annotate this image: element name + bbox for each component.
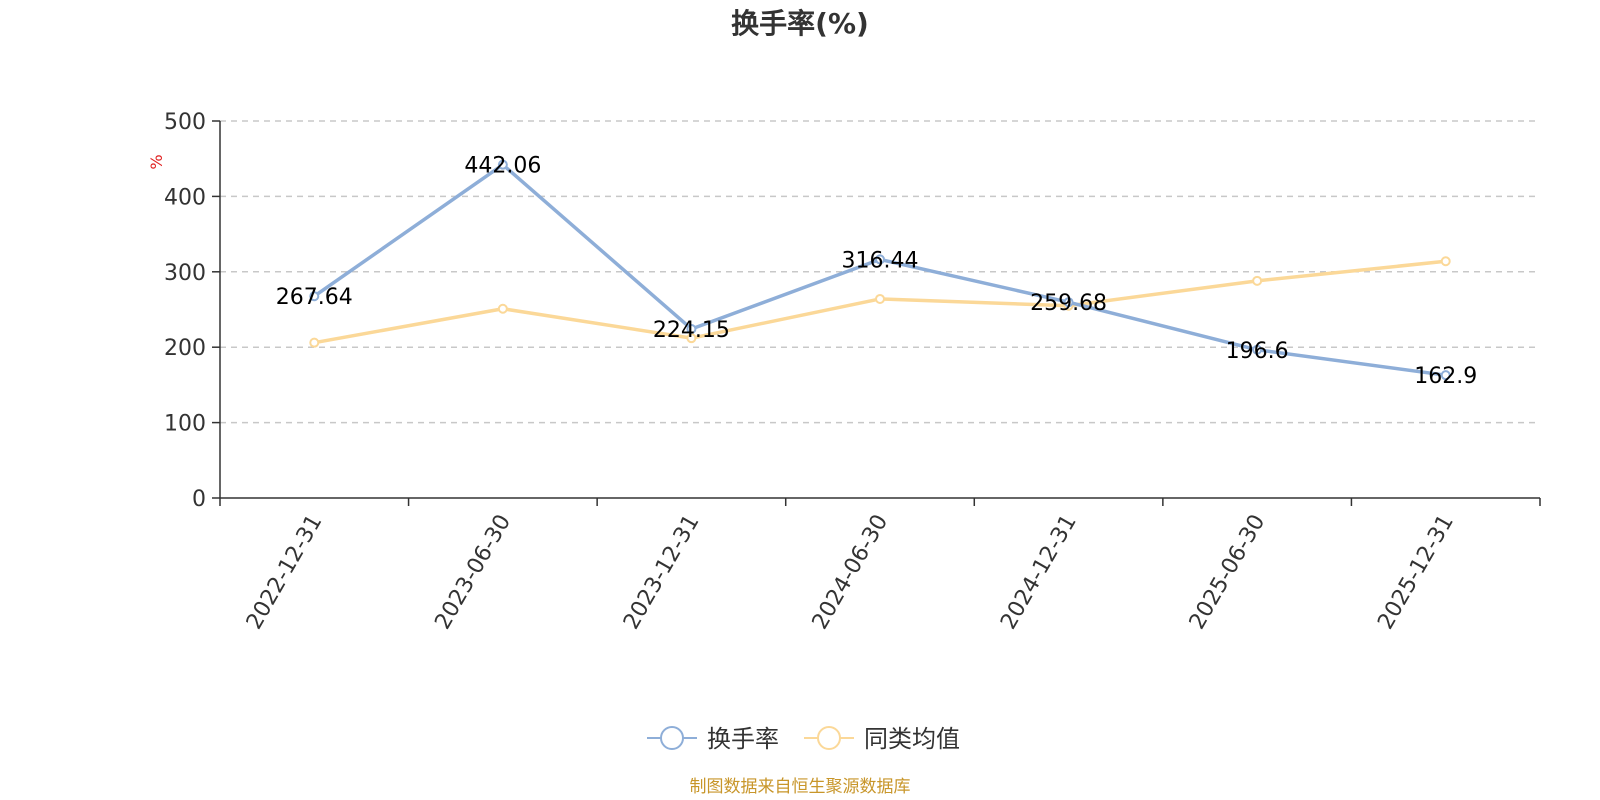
series-point-0	[1252, 344, 1263, 355]
x-tick-label: 2024-06-30	[808, 511, 894, 634]
legend-marker-icon	[660, 726, 684, 750]
data-label: 259.68	[1030, 291, 1107, 316]
data-label: 442.06	[464, 154, 541, 179]
legend-item-1[interactable]: 同类均值	[804, 725, 960, 753]
legend-label: 换手率	[707, 725, 779, 753]
data-label: 196.6	[1226, 339, 1289, 364]
chart-title: 换手率(%)	[731, 7, 869, 40]
series-point-0	[309, 291, 320, 302]
x-tick-label: 2025-12-31	[1373, 511, 1459, 634]
data-label: 162.9	[1414, 364, 1477, 389]
y-tick-label: 400	[164, 185, 206, 210]
y-tick-label: 300	[164, 261, 206, 286]
legend[interactable]: 换手率 同类均值	[647, 725, 960, 753]
y-tick-label: 200	[164, 336, 206, 361]
legend-label: 同类均值	[864, 725, 960, 753]
series-point-0	[1440, 370, 1451, 381]
y-tick-label: 500	[164, 110, 206, 135]
axes: 0 100 200 300 400 500 2022-12-31 2023-06-30 2023…	[164, 110, 1541, 634]
y-axis-label: %	[147, 154, 166, 169]
y-tick-label: 100	[164, 412, 206, 437]
series-point-0	[497, 159, 508, 170]
series-point-0	[686, 323, 697, 334]
data-label: 224.15	[653, 318, 730, 343]
series-point-1	[309, 337, 320, 348]
series-point-1	[1440, 256, 1451, 267]
series-point-0	[875, 254, 885, 265]
series-point-1	[497, 303, 508, 314]
x-tick-label: 2022-12-31	[242, 511, 328, 634]
x-tick-label: 2025-06-30	[1185, 511, 1271, 634]
data-label: 316.44	[842, 248, 919, 273]
x-tick-label: 2023-06-30	[430, 511, 516, 634]
series-point-1	[1252, 275, 1263, 286]
footer-source: 制图数据来自恒生聚源数据库	[690, 777, 911, 797]
grid-lines	[220, 120, 1540, 424]
legend-item-0[interactable]: 换手率	[647, 725, 779, 753]
series-lines	[309, 159, 1451, 381]
y-tick-label: 0	[192, 487, 206, 512]
legend-marker-icon	[817, 726, 841, 750]
series-point-1	[686, 333, 697, 344]
series-point-1	[875, 293, 885, 304]
x-tick-label: 2024-12-31	[996, 511, 1082, 634]
x-tick-label: 2023-12-31	[619, 511, 705, 634]
data-label: 267.64	[276, 285, 353, 310]
data-labels: 267.64 442.06 224.15 316.44 259.68 196.6 162.9	[276, 154, 1477, 389]
series-point-0	[1063, 297, 1074, 308]
